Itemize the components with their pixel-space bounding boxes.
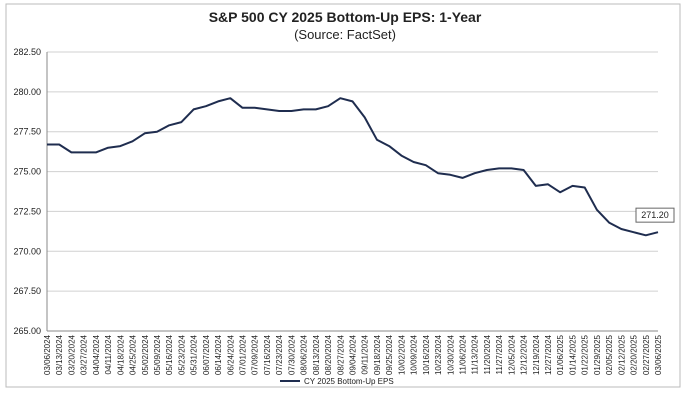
x-tick-label: 04/11/2024 xyxy=(104,334,113,374)
x-tick-label: 01/29/2025 xyxy=(593,334,602,375)
x-tick-label: 07/30/2024 xyxy=(287,334,296,375)
x-tick-label: 03/13/2024 xyxy=(55,334,64,375)
x-tick-label: 11/20/2024 xyxy=(483,334,492,374)
x-tick-label: 05/23/2024 xyxy=(177,334,186,375)
x-tick-label: 12/05/2024 xyxy=(507,334,516,375)
x-tick-label: 05/09/2024 xyxy=(153,334,162,375)
series-line xyxy=(47,97,659,237)
x-tick-label: 12/12/2024 xyxy=(520,334,529,375)
x-tick-label: 03/06/2025 xyxy=(654,334,663,375)
y-tick-label: 265.00 xyxy=(13,326,41,336)
x-tick-label: 12/27/2024 xyxy=(544,334,553,375)
chart-frame xyxy=(5,3,681,388)
x-tick-label: 09/25/2024 xyxy=(385,334,394,375)
y-tick-label: 277.50 xyxy=(13,127,41,137)
x-tick-label: 05/02/2024 xyxy=(141,334,150,375)
y-tick-label: 270.00 xyxy=(13,246,41,256)
legend-label: CY 2025 Bottom-Up EPS xyxy=(304,377,394,386)
x-tick-label: 01/22/2025 xyxy=(581,334,590,375)
x-tick-label: 02/12/2025 xyxy=(617,334,626,375)
x-tick-label: 03/06/2024 xyxy=(43,334,52,375)
x-tick-label: 07/23/2024 xyxy=(275,334,284,375)
y-tick-label: 275.00 xyxy=(13,167,41,177)
x-tick-label: 11/27/2024 xyxy=(495,334,504,374)
x-tick-label: 11/13/2024 xyxy=(471,334,480,374)
x-tick-label: 08/13/2024 xyxy=(312,334,321,375)
x-tick-label: 07/16/2024 xyxy=(263,334,272,375)
data-label-box xyxy=(635,207,675,223)
x-tick-label: 06/24/2024 xyxy=(226,334,235,375)
x-tick-label: 02/20/2025 xyxy=(630,334,639,375)
x-tick-label: 08/06/2024 xyxy=(300,334,309,375)
x-tick-label: 10/23/2024 xyxy=(434,334,443,375)
x-tick-label: 09/11/2024 xyxy=(361,334,370,374)
x-tick-label: 03/20/2024 xyxy=(67,334,76,375)
data-label: 271.20 xyxy=(641,210,669,220)
x-tick-label: 10/30/2024 xyxy=(446,334,455,375)
x-tick-label: 08/27/2024 xyxy=(336,334,345,375)
x-tick-label: 07/09/2024 xyxy=(251,334,260,375)
x-tick-label: 09/18/2024 xyxy=(373,334,382,375)
x-tick-label: 02/05/2025 xyxy=(605,334,614,375)
x-tick-label: 10/09/2024 xyxy=(410,334,419,375)
x-tick-label: 03/27/2024 xyxy=(80,334,89,375)
x-tick-label: 05/31/2024 xyxy=(190,334,199,375)
x-tick-label: 06/14/2024 xyxy=(214,334,223,375)
x-tick-label: 10/16/2024 xyxy=(422,334,431,375)
x-tick-label: 05/16/2024 xyxy=(165,334,174,375)
x-tick-label: 04/18/2024 xyxy=(116,334,125,375)
x-tick-label: 07/01/2024 xyxy=(239,334,248,375)
x-tick-label: 10/02/2024 xyxy=(397,334,406,375)
x-tick-label: 08/20/2024 xyxy=(324,334,333,375)
y-tick-label: 272.50 xyxy=(13,206,41,216)
x-tick-label: 02/27/2025 xyxy=(642,334,651,375)
x-tick-label: 01/06/2025 xyxy=(556,334,565,375)
y-tick-label: 282.50 xyxy=(13,47,41,57)
x-tick-label: 04/25/2024 xyxy=(129,334,138,375)
y-tick-label: 280.00 xyxy=(13,87,41,97)
x-tick-label: 09/04/2024 xyxy=(349,334,358,375)
chart-title: S&P 500 CY 2025 Bottom-Up EPS: 1-Year xyxy=(209,9,482,25)
x-tick-label: 11/06/2024 xyxy=(458,334,467,374)
x-tick-label: 12/19/2024 xyxy=(532,334,541,375)
x-tick-label: 04/04/2024 xyxy=(92,334,101,375)
y-tick-label: 267.50 xyxy=(13,286,41,296)
x-tick-label: 06/07/2024 xyxy=(202,334,211,375)
chart-subtitle: (Source: FactSet) xyxy=(294,27,396,42)
x-tick-label: 01/14/2025 xyxy=(568,334,577,375)
